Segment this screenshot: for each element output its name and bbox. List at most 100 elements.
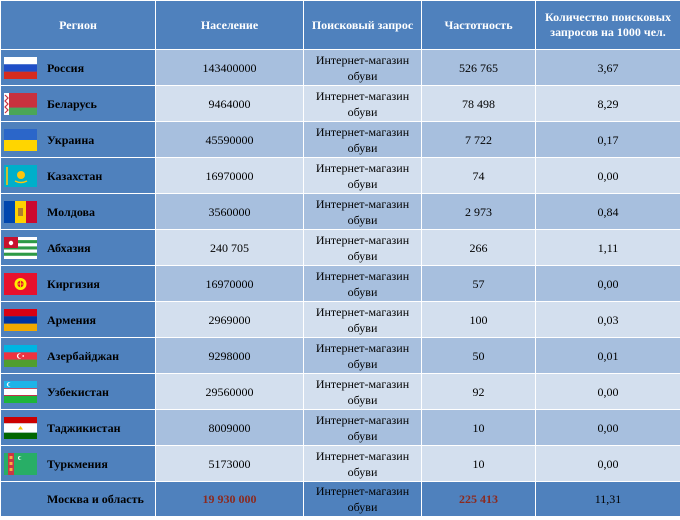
population-cell: 5173000 — [155, 445, 304, 482]
frequency-cell: 92 — [421, 373, 536, 410]
region-name: Абхазия — [47, 240, 91, 255]
region-name: Азербайджан — [47, 348, 120, 363]
table-row: Россия 143400000 Интернет-магазин обуви 526 … — [0, 49, 680, 86]
query-line1: Интернет-магазин — [315, 304, 410, 319]
frequency-cell: 526 765 — [421, 49, 536, 86]
query-line1: Интернет-магазин — [315, 484, 410, 498]
belarus-flag — [4, 92, 37, 115]
per-thousand-cell: 0,84 — [535, 193, 680, 230]
per-thousand-cell: 0,03 — [535, 301, 680, 338]
region-name: Киргизия — [47, 276, 100, 291]
query-cell: Интернет-магазин обуви — [303, 445, 422, 482]
region-cell: Россия — [0, 49, 156, 86]
query-cell: Интернет-магазин обуви — [303, 301, 422, 338]
population-cell: 3560000 — [155, 193, 304, 230]
query-cell: Интернет-магазин обуви — [303, 157, 422, 194]
per-thousand-cell: 0,01 — [535, 337, 680, 374]
per-thousand-cell: 3,67 — [535, 49, 680, 86]
table-row: Киргизия 16970000 Интернет-магазин обуви 57 0… — [0, 265, 680, 302]
total-region-name: Москва и область — [47, 492, 144, 506]
turkmenistan-flag — [4, 452, 37, 475]
table-body: Россия 143400000 Интернет-магазин обуви 526 … — [0, 49, 680, 517]
query-line1: Интернет-магазин — [315, 412, 410, 427]
region-cell: Таджикистан — [0, 409, 156, 446]
population-cell: 8009000 — [155, 409, 304, 446]
query-cell: Интернет-магазин обуви — [303, 121, 422, 158]
per-thousand-cell: 1,11 — [535, 229, 680, 266]
region-name: Армения — [47, 312, 96, 327]
ukraine-flag — [4, 128, 37, 151]
query-line2: обуви — [347, 320, 378, 335]
query-cell: Интернет-магазин обуви — [303, 85, 422, 122]
query-line1: Интернет-магазин — [315, 268, 410, 283]
query-line1: Интернет-магазин — [315, 52, 410, 67]
kazakhstan-flag — [4, 164, 37, 187]
frequency-cell: 74 — [421, 157, 536, 194]
per-thousand-cell: 0,00 — [535, 409, 680, 446]
total-per-thousand-cell: 11,31 — [535, 481, 680, 517]
query-line2: обуви — [347, 500, 378, 514]
query-line1: Интернет-магазин — [315, 124, 410, 139]
header-population: Население — [155, 0, 304, 50]
per-thousand-cell: 8,29 — [535, 85, 680, 122]
kyrgyzstan-flag — [4, 272, 37, 295]
region-name: Украина — [47, 132, 95, 147]
query-line2: обуви — [347, 356, 378, 371]
frequency-cell: 78 498 — [421, 85, 536, 122]
table-row: Казахстан 16970000 Интернет-магазин обуви 74… — [0, 157, 680, 194]
region-cell: Азербайджан — [0, 337, 156, 374]
query-line1: Интернет-магазин — [315, 448, 410, 463]
header-per-thousand-line2: запросов на 1000 чел. — [550, 25, 666, 39]
region-name: Казахстан — [47, 168, 103, 183]
uzbekistan-flag — [4, 380, 37, 403]
query-cell: Интернет-магазин обуви — [303, 265, 422, 302]
region-name: Молдова — [47, 204, 95, 219]
query-cell: Интернет-магазин обуви — [303, 193, 422, 230]
frequency-cell: 50 — [421, 337, 536, 374]
header-per-thousand-line1: Количество поисковых — [545, 10, 671, 24]
table-row: Узбекистан 29560000 Интернет-магазин обуви 9… — [0, 373, 680, 410]
frequency-cell: 100 — [421, 301, 536, 338]
population-cell: 143400000 — [155, 49, 304, 86]
query-line2: обуви — [347, 464, 378, 479]
header-frequency: Частотность — [421, 0, 536, 50]
region-cell: Туркмения — [0, 445, 156, 482]
total-row: Москва и область 19 930 000 Интернет-магаз… — [0, 481, 680, 517]
per-thousand-cell: 0,00 — [535, 157, 680, 194]
query-line2: обуви — [347, 68, 378, 83]
population-cell: 9464000 — [155, 85, 304, 122]
frequency-cell: 2 973 — [421, 193, 536, 230]
query-cell: Интернет-магазин обуви — [303, 373, 422, 410]
region-name: Узбекистан — [47, 384, 109, 399]
region-name: Беларусь — [47, 96, 97, 111]
table-row: Украина 45590000 Интернет-магазин обуви 7 72… — [0, 121, 680, 158]
query-cell: Интернет-магазин обуви — [303, 409, 422, 446]
query-cell: Интернет-магазин обуви — [303, 229, 422, 266]
total-population-cell: 19 930 000 — [155, 481, 304, 517]
population-cell: 9298000 — [155, 337, 304, 374]
per-thousand-cell: 0,00 — [535, 445, 680, 482]
query-line1: Интернет-магазин — [315, 196, 410, 211]
header-query: Поисковый запрос — [303, 0, 422, 50]
total-frequency-cell: 225 413 — [421, 481, 536, 517]
query-line2: обуви — [347, 212, 378, 227]
population-cell: 29560000 — [155, 373, 304, 410]
header-region: Регион — [0, 0, 156, 50]
query-line1: Интернет-магазин — [315, 88, 410, 103]
table-row: Молдова 3560000 Интернет-магазин обуви 2 973… — [0, 193, 680, 230]
query-line2: обуви — [347, 140, 378, 155]
azerbaijan-flag — [4, 344, 37, 367]
table-row: Армения 2969000 Интернет-магазин обуви 100 0,… — [0, 301, 680, 338]
table-row: Абхазия 240 705 Интернет-магазин обуви 266 1,… — [0, 229, 680, 266]
table-row: Беларусь 9464000 Интернет-магазин обуви 78 4… — [0, 85, 680, 122]
query-line1: Интернет-магазин — [315, 376, 410, 391]
query-line2: обуви — [347, 284, 378, 299]
population-cell: 240 705 — [155, 229, 304, 266]
query-cell: Интернет-магазин обуви — [303, 49, 422, 86]
region-cell: Казахстан — [0, 157, 156, 194]
region-cell: Армения — [0, 301, 156, 338]
per-thousand-cell: 0,00 — [535, 265, 680, 302]
table-header-row: Регион Население Поисковый запрос Частот… — [0, 0, 680, 50]
tajikistan-flag — [4, 416, 37, 439]
query-line1: Интернет-магазин — [315, 232, 410, 247]
